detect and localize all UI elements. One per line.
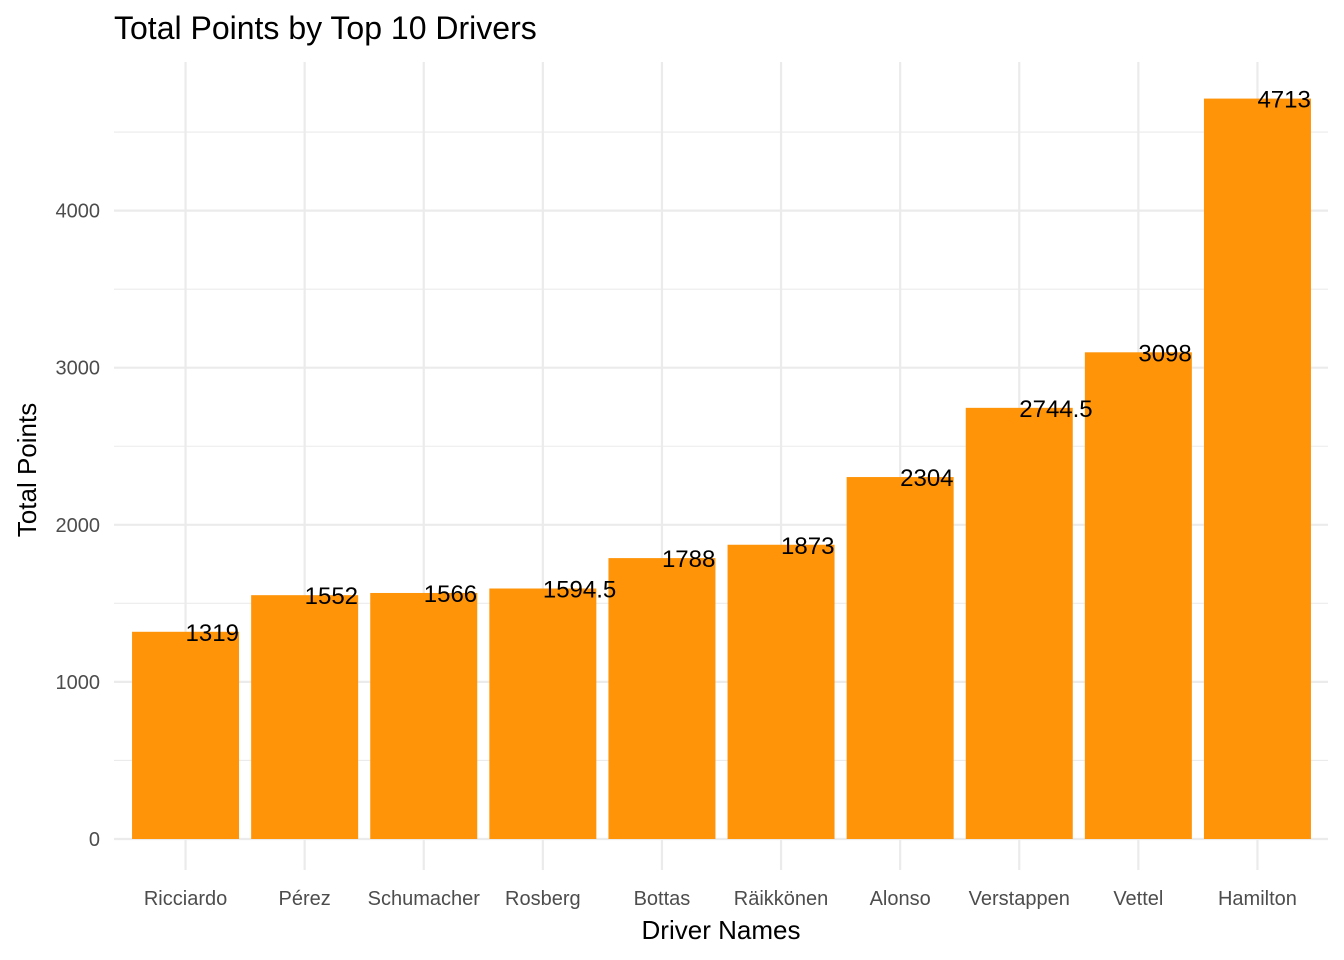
x-tick-label: Verstappen: [969, 888, 1070, 910]
bar: [965, 407, 1073, 839]
bar-value-label: 1566: [424, 581, 477, 608]
x-tick-label: Hamilton: [1218, 888, 1297, 910]
bar-value-label: 1594.5: [543, 577, 616, 604]
bar: [846, 477, 954, 839]
bar-value-label: 1319: [186, 620, 239, 647]
bar: [132, 631, 240, 839]
x-tick-label: Schumacher: [368, 888, 481, 910]
y-axis-tick-labels: 0 1000 2000 3000 4000: [56, 201, 101, 851]
bar: [251, 595, 359, 839]
x-axis-tick-labels: Ricciardo Pérez Schumacher Rosberg Bottas Räi…: [144, 888, 1297, 910]
bar-value-label: 2744.5: [1019, 396, 1092, 423]
bar: [1084, 352, 1192, 839]
bar: [1203, 98, 1311, 839]
bar: [608, 558, 716, 839]
bar-value-label: 2304: [900, 465, 953, 492]
x-tick-label: Rosberg: [505, 888, 581, 910]
y-tick-label: 0: [89, 829, 100, 851]
data-labels: 1319 1552 1566 1594.5 1788 1873 2304 2744.5 3098…: [186, 87, 1311, 647]
bar-value-label: 1788: [662, 546, 715, 573]
y-axis-title: Total Points: [12, 403, 42, 537]
bar: [370, 592, 478, 839]
bar-value-label: 3098: [1138, 340, 1191, 367]
bars: [132, 98, 1311, 839]
y-tick-label: 2000: [56, 515, 101, 537]
bar-value-label: 4713: [1257, 87, 1310, 114]
y-tick-label: 4000: [56, 201, 101, 223]
chart-title: Total Points by Top 10 Drivers: [114, 10, 537, 46]
bar-value-label: 1552: [305, 583, 358, 610]
x-tick-label: Räikkönen: [734, 888, 829, 910]
x-tick-label: Vettel: [1113, 888, 1163, 910]
y-tick-label: 3000: [56, 358, 101, 380]
x-tick-label: Bottas: [634, 888, 691, 910]
x-tick-label: Alonso: [870, 888, 931, 910]
bar: [727, 544, 835, 839]
bar-value-label: 1873: [781, 533, 834, 560]
x-tick-label: Pérez: [279, 888, 331, 910]
y-tick-label: 1000: [56, 672, 101, 694]
x-axis-title: Driver Names: [642, 915, 801, 945]
x-tick-label: Ricciardo: [144, 888, 227, 910]
bar: [489, 588, 597, 839]
